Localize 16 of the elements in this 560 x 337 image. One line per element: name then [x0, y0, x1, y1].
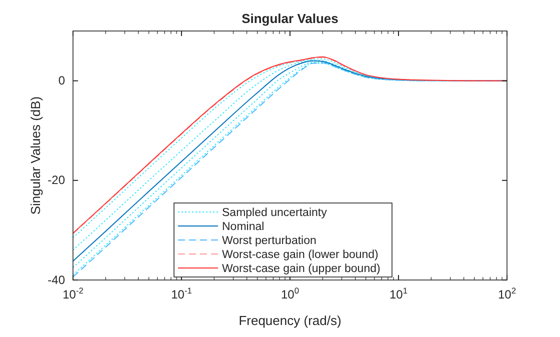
legend-label: Worst-case gain (upper bound): [222, 263, 380, 275]
legend-label: Sampled uncertainty: [222, 207, 328, 219]
y-axis-title: Singular Values (dB): [28, 96, 43, 215]
x-axis-title: Frequency (rad/s): [238, 313, 342, 328]
chart-title: Singular Values: [242, 11, 338, 26]
y-tick-label: -40: [48, 272, 66, 287]
x-tick-label: 10$^{-1}$: [171, 286, 192, 302]
x-tick-label: 10$^{2}$: [498, 286, 516, 302]
legend-label: Worst perturbation: [222, 235, 316, 247]
x-tick-label: 10$^{1}$: [389, 286, 408, 302]
legend-label: Nominal: [222, 221, 264, 233]
x-tick-label: 10$^{-2}$: [62, 286, 84, 302]
y-tick-label: 0: [58, 74, 66, 88]
legend-label: Worst-case gain (lower bound): [222, 249, 379, 261]
x-tick-label: 10$^{0}$: [280, 286, 300, 302]
y-tick-label: -20: [48, 173, 66, 188]
